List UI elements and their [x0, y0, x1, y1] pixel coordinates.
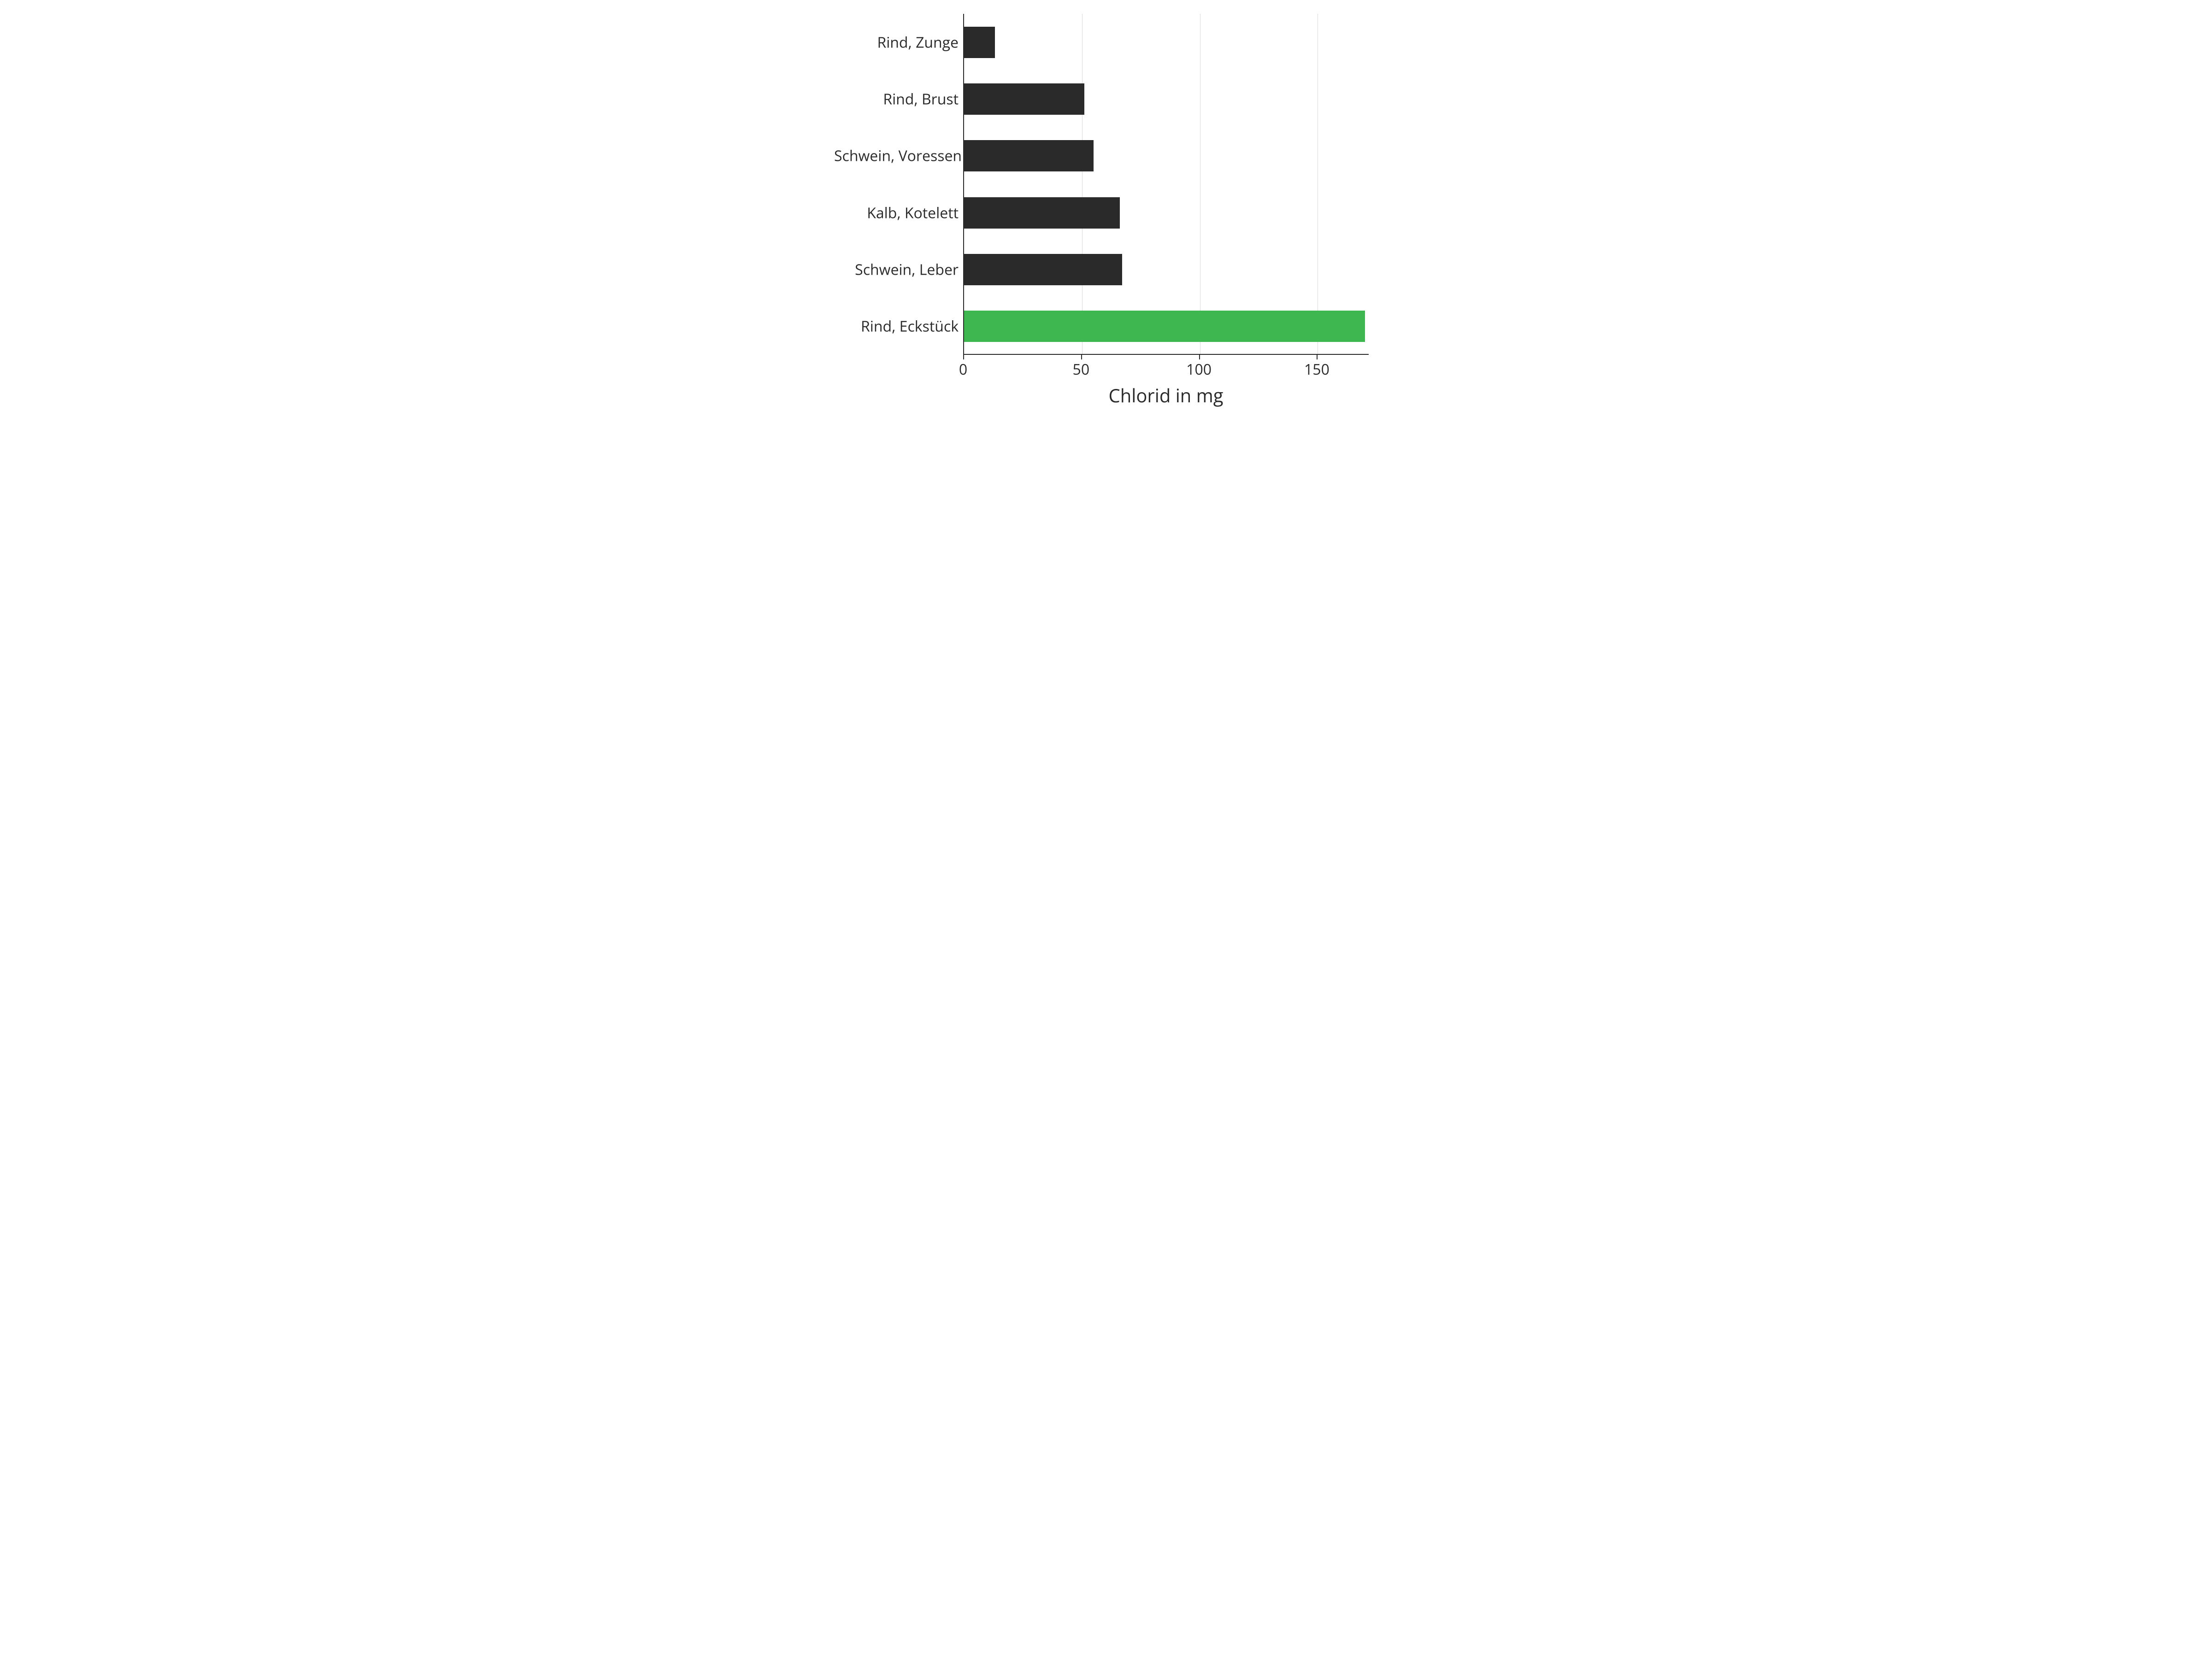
y-category-label: Schwein, Leber: [834, 260, 959, 280]
x-tick-mark: [1081, 355, 1082, 359]
y-category-label: Schwein, Voressen: [834, 146, 959, 166]
y-category-label: Rind, Eckstück: [834, 317, 959, 336]
x-tick-label: 0: [959, 359, 967, 379]
x-tick-label: 50: [1073, 359, 1090, 379]
bar: [964, 311, 1365, 342]
bar: [964, 197, 1120, 229]
x-tick-mark: [963, 355, 964, 359]
x-tick-label: 150: [1304, 359, 1330, 379]
chart-container: Rind, Zunge Rind, Brust Schwein, Voressen K…: [830, 0, 1382, 415]
bar: [964, 140, 1094, 171]
plot-area: [963, 14, 1369, 355]
bar: [964, 254, 1122, 285]
x-tick-label: 100: [1186, 359, 1212, 379]
y-category-label: Rind, Zunge: [834, 32, 959, 52]
y-category-label: Rind, Brust: [834, 89, 959, 109]
bar: [964, 83, 1084, 115]
y-category-label: Kalb, Kotelett: [834, 203, 959, 223]
x-tick-mark: [1317, 355, 1318, 359]
x-axis-title: Chlorid in mg: [963, 382, 1369, 408]
x-tick-mark: [1199, 355, 1200, 359]
bar: [964, 27, 995, 58]
